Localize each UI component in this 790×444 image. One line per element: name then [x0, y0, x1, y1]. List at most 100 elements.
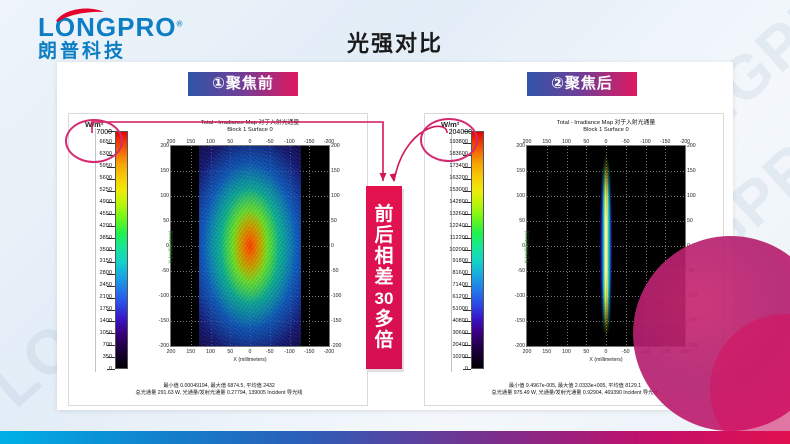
callout-line: 前 — [374, 204, 394, 225]
y-tick-label: 200 — [516, 143, 525, 149]
colorbar-tick-label: 91800 — [452, 258, 468, 265]
x-tick-label: 200 — [166, 349, 176, 355]
colorbar-tick-mark — [107, 297, 115, 299]
colorbar-tick-mark — [463, 178, 471, 180]
colorbar-tick-label: 163200 — [449, 175, 468, 182]
colorbar-tick-mark — [107, 261, 115, 263]
x-tick-label: -150 — [304, 139, 315, 145]
colorbar-tick-mark — [107, 357, 115, 359]
colorbar-tick-mark — [463, 190, 471, 192]
y-tick-label: 50 — [687, 218, 693, 224]
y-tick-label: 150 — [331, 168, 340, 174]
colorbar-tick-label: 2800 — [99, 270, 112, 277]
x-tick-label: 100 — [206, 349, 215, 355]
colorbar-tick-mark — [107, 250, 115, 251]
colorbar-gradient-right — [471, 131, 484, 369]
colorbar-tick-label: 4200 — [99, 222, 112, 229]
colorbar-tick-label: 1400 — [99, 317, 112, 324]
y-axis-label-left: Y (millimeters) — [168, 230, 175, 264]
colorbar-tick-mark — [107, 285, 115, 287]
grid-line-vertical — [546, 146, 548, 346]
x-tick-label: 0 — [604, 139, 608, 145]
x-tick-label: -50 — [622, 139, 630, 145]
colorbar-tick-label: 153000 — [449, 187, 468, 193]
heatmap-left — [170, 145, 330, 347]
caption-right: 最小值 9.4967e-005, 最大值 2.0333e+005, 平均值 81… — [435, 383, 715, 397]
colorbar-tick-mark — [107, 369, 115, 370]
brand-name-cn: 朗普科技 — [38, 41, 127, 62]
colorbar-tick-label: 3500 — [99, 246, 112, 253]
x-tick-label: -150 — [304, 349, 315, 355]
y-tick-label: -150 — [331, 318, 342, 324]
colorbar-tick-mark — [107, 178, 115, 180]
colorbar-tick-mark — [107, 190, 115, 192]
y-tick-label: -200 — [158, 343, 169, 349]
colorbar-tick-mark — [107, 166, 115, 168]
callout-line: 30 — [374, 289, 394, 308]
colorbar-tick-label: 40800 — [452, 317, 468, 324]
colorbar-tick-mark — [463, 273, 471, 275]
colorbar-tick-mark — [463, 369, 471, 370]
colorbar-right: W/m² 204000 193800 183600 173400 163200 1530… — [431, 120, 493, 375]
colorbar-tick-label: 0 — [82, 366, 112, 372]
x-tick-label: 150 — [542, 139, 552, 145]
y-tick-label: 200 — [331, 143, 340, 149]
chart-title-line2: Block 1 Surface 0 — [583, 127, 629, 133]
caption-left: 最小值 0.00049194, 最大值 6874.5, 平均值 2432 总光通… — [79, 383, 359, 397]
y-tick-label: 200 — [160, 143, 169, 149]
y-tick-label: -150 — [514, 318, 525, 324]
y-tick-label: 50 — [331, 218, 337, 224]
y-tick-label: 0 — [522, 243, 525, 249]
y-tick-label: 100 — [331, 193, 340, 199]
colorbar-tick-mark — [107, 273, 115, 275]
logo-swoosh-icon — [56, 8, 104, 22]
colorbar-tick-label: 61200 — [452, 294, 468, 301]
colorbar-tick-label: 112200 — [449, 234, 468, 241]
highlight-circle-right — [420, 118, 478, 162]
chart-title-line1: Total - Irradiance Map 对于入射光通量 — [200, 120, 300, 126]
x-tick-label: 150 — [186, 349, 196, 355]
colorbar-gradient-left — [115, 131, 128, 369]
colorbar-tick-label: 0 — [438, 366, 468, 372]
callout-line: 后 — [374, 225, 394, 246]
colorbar-tick-mark — [107, 238, 115, 240]
colorbar-tick-label: 2450 — [99, 282, 112, 289]
colorbar-axis-line — [451, 128, 452, 372]
colorbar-tick-mark — [463, 309, 471, 311]
caption-right-line1: 最小值 9.4967e-005, 最大值 2.0333e+005, 平均值 81… — [508, 383, 642, 389]
page-title: 光强对比 — [346, 31, 443, 56]
colorbar-tick-mark — [107, 214, 115, 216]
x-tick-label: 0 — [248, 139, 252, 145]
colorbar-tick-label: 30600 — [452, 329, 468, 336]
y-tick-label: 200 — [687, 143, 696, 149]
callout-line: 多 — [374, 309, 394, 330]
colorbar-tick-label: 81600 — [452, 270, 468, 277]
x-tick-label: 100 — [562, 139, 571, 145]
y-tick-label: 0 — [331, 243, 334, 249]
colorbar-tick-mark — [463, 321, 471, 323]
y-tick-label: -100 — [514, 293, 525, 299]
colorbar-tick-label: 71400 — [452, 282, 468, 289]
grid-line-vertical — [190, 146, 192, 346]
colorbar-tick-mark — [107, 226, 115, 228]
x-tick-label: 100 — [206, 139, 215, 145]
colorbar-tick-mark — [107, 345, 115, 347]
caption-left-line1: 最小值 0.00049194, 最大值 6874.5, 平均值 2432 — [163, 383, 275, 389]
chart-title-line1: Total - Irradiance Map 对于入射光通量 — [556, 120, 656, 126]
colorbar-tick-label: 2100 — [99, 294, 112, 301]
y-tick-label: 150 — [160, 168, 169, 174]
grid-line-vertical — [586, 146, 588, 346]
y-axis-label-right: Y (millimeters) — [524, 230, 531, 264]
heatmap-speckle — [198, 146, 302, 346]
y-tick-label: -50 — [517, 268, 526, 274]
y-tick-label: 150 — [687, 168, 696, 174]
colorbar-tick-mark — [463, 345, 471, 347]
colorbar-tick-label: 20400 — [452, 341, 468, 348]
colorbar-tick-label: 350 — [82, 354, 112, 360]
x-tick-label: 50 — [227, 349, 234, 355]
y-tick-label: -200 — [514, 343, 525, 349]
x-tick-label: -100 — [284, 139, 295, 145]
badge-after-focus: ②聚焦后 — [527, 72, 637, 96]
y-tick-label: -200 — [331, 343, 342, 349]
brand-logo: LONGPRO® 朗普科技 — [38, 8, 182, 62]
